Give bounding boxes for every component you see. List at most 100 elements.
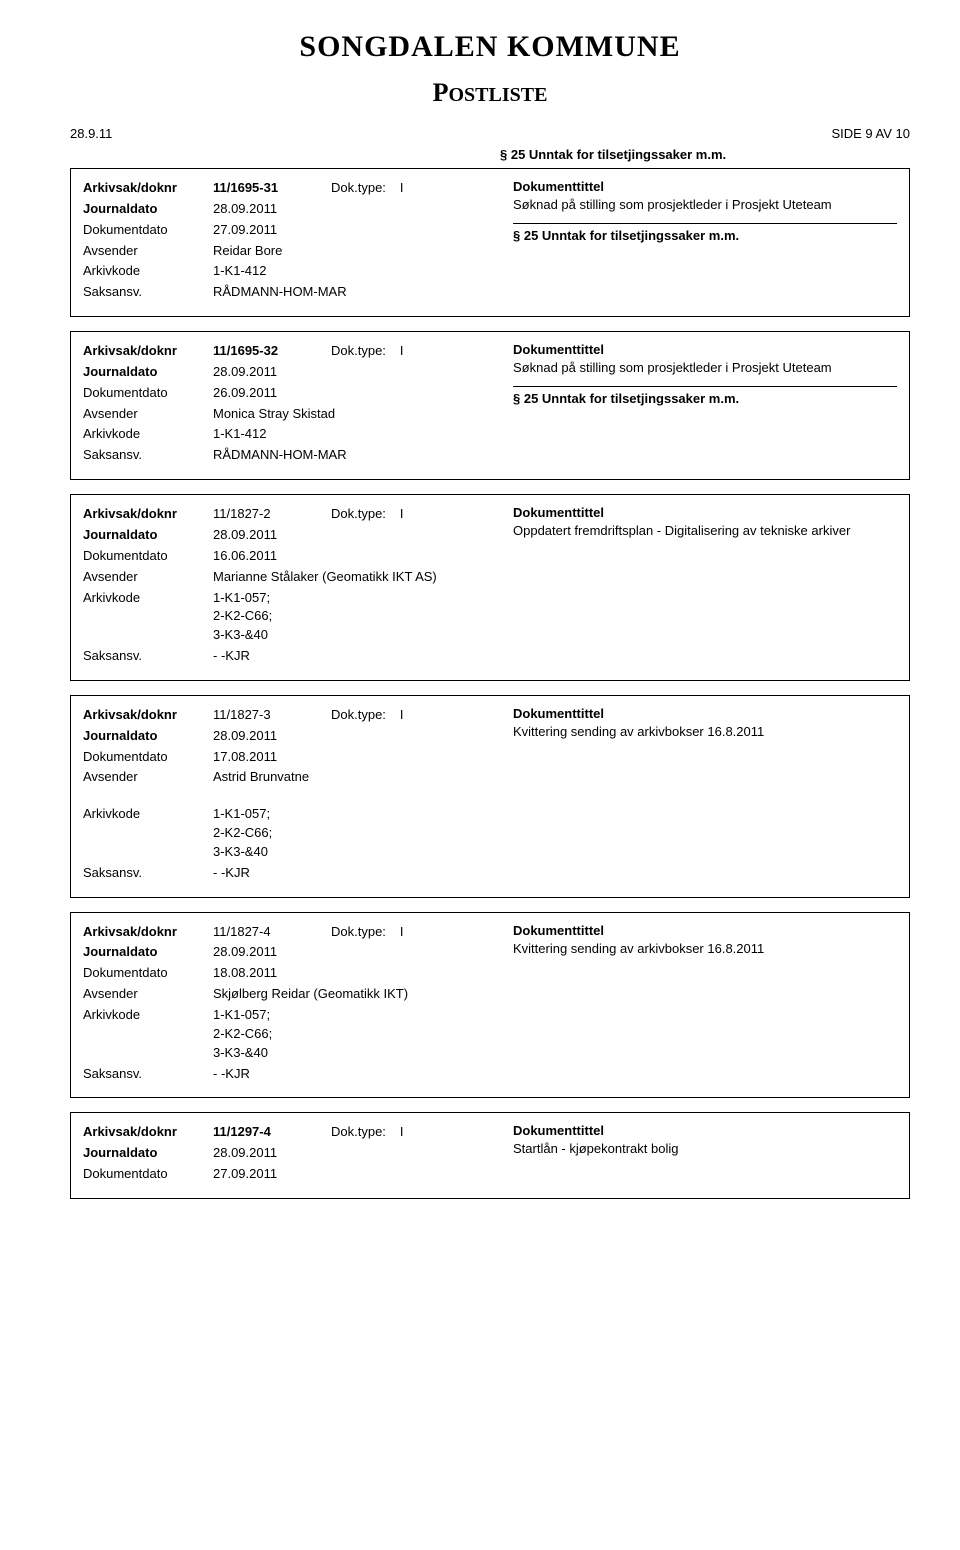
record-right: DokumenttittelStartlån - kjøpekontrakt b… (501, 1123, 897, 1186)
arkivsak-row: Arkivsak/doknr11/1695-32Dok.type:I (83, 342, 501, 361)
record-right: DokumenttittelKvittering sending av arki… (501, 923, 897, 1086)
avsender-row: AvsenderMarianne Stålaker (Geomatikk IKT… (83, 568, 501, 587)
dokumentdato-row: Dokumentdato18.08.2011 (83, 964, 501, 983)
subtitle-first-letter: P (433, 78, 449, 107)
doktype-label: Dok.type: (331, 506, 386, 521)
doknr: 11/1297-4 (213, 1123, 331, 1142)
arkivsak-label: Arkivsak/doknr (83, 342, 213, 361)
dokumentdato-label: Dokumentdato (83, 1165, 213, 1184)
dokumentdato-value: 27.09.2011 (213, 1165, 501, 1184)
avsender-label: Avsender (83, 405, 213, 424)
doktype-label: Dok.type: (331, 1124, 386, 1139)
arkivsak-label: Arkivsak/doknr (83, 706, 213, 725)
saksansv-row: Saksansv.- -KJR (83, 864, 501, 883)
journaldato-row: Journaldato28.09.2011 (83, 526, 501, 545)
arkivsak-value: 11/1297-4Dok.type: I (213, 1123, 501, 1142)
journaldato-row: Journaldato28.09.2011 (83, 727, 501, 746)
dokumenttittel-value: Kvittering sending av arkivbokser 16.8.2… (513, 723, 897, 742)
avsender-value: Astrid Brunvatne (213, 768, 501, 787)
doktype-label: Dok.type: (331, 924, 386, 939)
doknr: 11/1695-31 (213, 179, 331, 198)
record-left: Arkivsak/doknr11/1827-3Dok.type:IJournal… (83, 706, 501, 885)
arkivkode-row: Arkivkode1-K1-057;2-K2-C66;3-K3-&40 (83, 805, 501, 862)
dokumenttittel-label: Dokumenttittel (513, 179, 897, 194)
journaldato-label: Journaldato (83, 1144, 213, 1163)
saksansv-label: Saksansv. (83, 283, 213, 302)
arkivsak-row: Arkivsak/doknr11/1827-2Dok.type:I (83, 505, 501, 524)
pre-exception: § 25 Unntak for tilsetjingssaker m.m. (500, 147, 910, 162)
avsender-row: AvsenderSkjølberg Reidar (Geomatikk IKT) (83, 985, 501, 1004)
arkivkode-value: 1-K1-412 (213, 425, 501, 444)
avsender-label: Avsender (83, 568, 213, 587)
avsender-label: Avsender (83, 242, 213, 261)
record-left: Arkivsak/doknr11/1827-4Dok.type:IJournal… (83, 923, 501, 1086)
record-right: Dokumenttittel Søknad på stilling som pro… (501, 179, 897, 304)
saksansv-value: - -KJR (213, 864, 501, 883)
doktype-value: I (400, 342, 416, 361)
doktype-label: Dok.type: (331, 180, 386, 195)
saksansv-value: - -KJR (213, 647, 501, 666)
avsender-row: AvsenderAstrid Brunvatne (83, 768, 501, 787)
doknr: 11/1827-4 (213, 923, 331, 942)
avsender-value: Reidar Bore (213, 242, 501, 261)
record: Arkivsak/doknr11/1827-2Dok.type:IJournal… (70, 494, 910, 681)
exception-text: § 25 Unntak for tilsetjingssaker m.m. (513, 223, 897, 243)
record-left: Arkivsak/doknr11/1695-32Dok.type:I Journa… (83, 342, 501, 467)
meta-date: 28.9.11 (70, 126, 112, 141)
arkivkode-label: Arkivkode (83, 425, 213, 444)
dokumentdato-label: Dokumentdato (83, 964, 213, 983)
dokumentdato-row: Dokumentdato27.09.2011 (83, 1165, 501, 1184)
main-title: SONGDALEN KOMMUNE (70, 30, 910, 64)
avsender-label: Avsender (83, 768, 213, 787)
record: Arkivsak/doknr11/1827-3Dok.type:IJournal… (70, 695, 910, 898)
arkivkode-row: Arkivkode1-K1-412 (83, 425, 501, 444)
journaldato-label: Journaldato (83, 526, 213, 545)
arkivkode-label: Arkivkode (83, 589, 213, 646)
saksansv-row: Saksansv.- -KJR (83, 647, 501, 666)
record: Arkivsak/doknr11/1695-31Dok.type:IJourna… (70, 168, 910, 317)
arkivsak-value: 11/1827-4Dok.type: I (213, 923, 501, 942)
dokumenttittel-value: Søknad på stilling som prosjektleder i P… (513, 359, 897, 378)
arkivsak-label: Arkivsak/doknr (83, 505, 213, 524)
doktype-label: Dok.type: (331, 707, 386, 722)
record-left: Arkivsak/doknr11/1297-4Dok.type:IJournal… (83, 1123, 501, 1186)
dokumenttittel-label: Dokumenttittel (513, 706, 897, 721)
arkivsak-row: Arkivsak/doknr11/1297-4Dok.type:I (83, 1123, 501, 1142)
saksansv-row: Saksansv.RÅDMANN-HOM-MAR (83, 446, 501, 465)
avsender-value: Marianne Stålaker (Geomatikk IKT AS) (213, 568, 501, 587)
arkivsak-value: 11/1695-31Dok.type:I (213, 179, 501, 198)
journaldato-row: Journaldato28.09.2011 (83, 363, 501, 382)
dokumentdato-row: Dokumentdato27.09.2011 (83, 221, 501, 240)
avsender-value: Monica Stray Skistad (213, 405, 501, 424)
saksansv-value: RÅDMANN-HOM-MAR (213, 446, 501, 465)
arkivsak-label: Arkivsak/doknr (83, 923, 213, 942)
journaldato-value: 28.09.2011 (213, 1144, 501, 1163)
sub-title: POSTLISTE (70, 78, 910, 108)
record-right: Dokumenttittel Kvittering sending av arki… (501, 706, 897, 885)
arkivkode-label: Arkivkode (83, 805, 213, 862)
journaldato-row: Journaldato28.09.2011 (83, 1144, 501, 1163)
journaldato-label: Journaldato (83, 200, 213, 219)
dokumenttittel-value: Søknad på stilling som prosjektleder i P… (513, 196, 897, 215)
avsender-value: Skjølberg Reidar (Geomatikk IKT) (213, 985, 501, 1004)
saksansv-label: Saksansv. (83, 1065, 213, 1084)
dokumenttittel-value: Kvittering sending av arkivbokser 16.8.2… (513, 940, 897, 959)
record-left: Arkivsak/doknr11/1827-2Dok.type:IJournal… (83, 505, 501, 668)
doktype-value: I (400, 1123, 416, 1142)
avsender-label: Avsender (83, 985, 213, 1004)
saksansv-label: Saksansv. (83, 864, 213, 883)
exception-text: § 25 Unntak for tilsetjingssaker m.m. (513, 386, 897, 406)
arkivsak-label: Arkivsak/doknr (83, 179, 213, 198)
saksansv-value: RÅDMANN-HOM-MAR (213, 283, 501, 302)
doktype-value: I (400, 706, 416, 725)
doknr: 11/1695-32 (213, 342, 331, 361)
arkivsak-row: Arkivsak/doknr11/1827-4Dok.type: I (83, 923, 501, 942)
saksansv-row: Saksansv.RÅDMANN-HOM-MAR (83, 283, 501, 302)
meta-page: SIDE 9 AV 10 (831, 126, 910, 141)
doktype-value: I (400, 923, 416, 942)
doktype-value: I (400, 505, 416, 524)
saksansv-value: - -KJR (213, 1065, 501, 1084)
dokumentdato-value: 16.06.2011 (213, 547, 501, 566)
arkivkode-value: 1-K1-057;2-K2-C66;3-K3-&40 (213, 589, 501, 646)
journaldato-value: 28.09.2011 (213, 727, 501, 746)
